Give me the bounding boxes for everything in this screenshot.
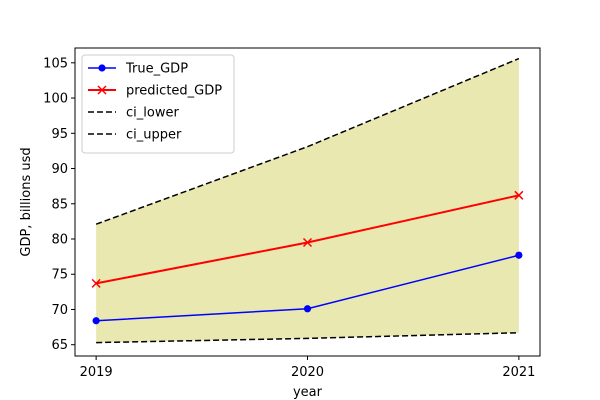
legend-label: True_GDP xyxy=(125,62,188,77)
line-ci-lower xyxy=(96,331,519,344)
y-tick-label: 105 xyxy=(43,56,68,71)
x-axis: 2019 2020 2021 xyxy=(80,356,535,380)
legend-marker xyxy=(97,85,107,95)
y-axis-label: GDP, billions usd xyxy=(19,147,34,256)
legend-label: predicted_GDP xyxy=(126,84,222,99)
y-tick-label: 65 xyxy=(51,338,68,353)
y-tick-label: 70 xyxy=(51,303,68,318)
marker-stroke xyxy=(514,190,524,200)
series-ci-lower xyxy=(96,331,519,344)
x-tick-label: 2020 xyxy=(291,365,324,380)
y-tick-label: 75 xyxy=(51,268,68,283)
series-ci-upper xyxy=(95,57,520,225)
series-layer xyxy=(91,57,524,344)
confidence-band-layer xyxy=(96,58,519,343)
series-true-gdp xyxy=(92,251,523,325)
legend-entry-predicted-gdp: predicted_GDP xyxy=(88,84,222,99)
line-ci-upper xyxy=(95,57,520,225)
marker-stroke xyxy=(302,237,313,248)
point-true-gdp-2019 xyxy=(92,317,100,325)
series-predicted-gdp xyxy=(91,190,524,288)
legend-entry-ci-lower: ci_lower xyxy=(88,106,179,121)
confidence-band xyxy=(96,58,519,343)
x-tick-label: 2021 xyxy=(502,365,535,380)
legend-entry-true-gdp: True_GDP xyxy=(88,62,188,77)
point-predicted-gdp-2020 xyxy=(302,237,313,248)
legend-label: ci_lower xyxy=(126,106,179,121)
point-predicted-gdp-2019 xyxy=(91,278,101,288)
y-tick-label: 100 xyxy=(43,92,68,107)
legend-entry-ci-upper: ci_upper xyxy=(88,128,182,143)
y-tick-label: 95 xyxy=(51,127,68,142)
y-axis: 65 70 75 80 85 90 95 100 105 xyxy=(43,56,75,353)
legend-marker xyxy=(98,64,106,72)
x-tick-label: 2019 xyxy=(80,365,113,380)
legend-label: ci_upper xyxy=(126,128,182,143)
point-true-gdp-2021 xyxy=(515,251,523,259)
x-axis-label: year xyxy=(293,385,323,400)
legend-box xyxy=(81,54,235,154)
plot-area xyxy=(74,47,541,357)
point-true-gdp-2020 xyxy=(303,305,312,313)
y-tick-label: 80 xyxy=(51,233,68,248)
point-predicted-gdp-2021 xyxy=(514,190,524,200)
y-tick-label: 85 xyxy=(51,197,68,212)
y-tick-label: 90 xyxy=(51,162,68,177)
marker-stroke xyxy=(91,278,101,288)
legend: True_GDP predicted_GDP ci_lower ci_upper xyxy=(81,54,235,154)
